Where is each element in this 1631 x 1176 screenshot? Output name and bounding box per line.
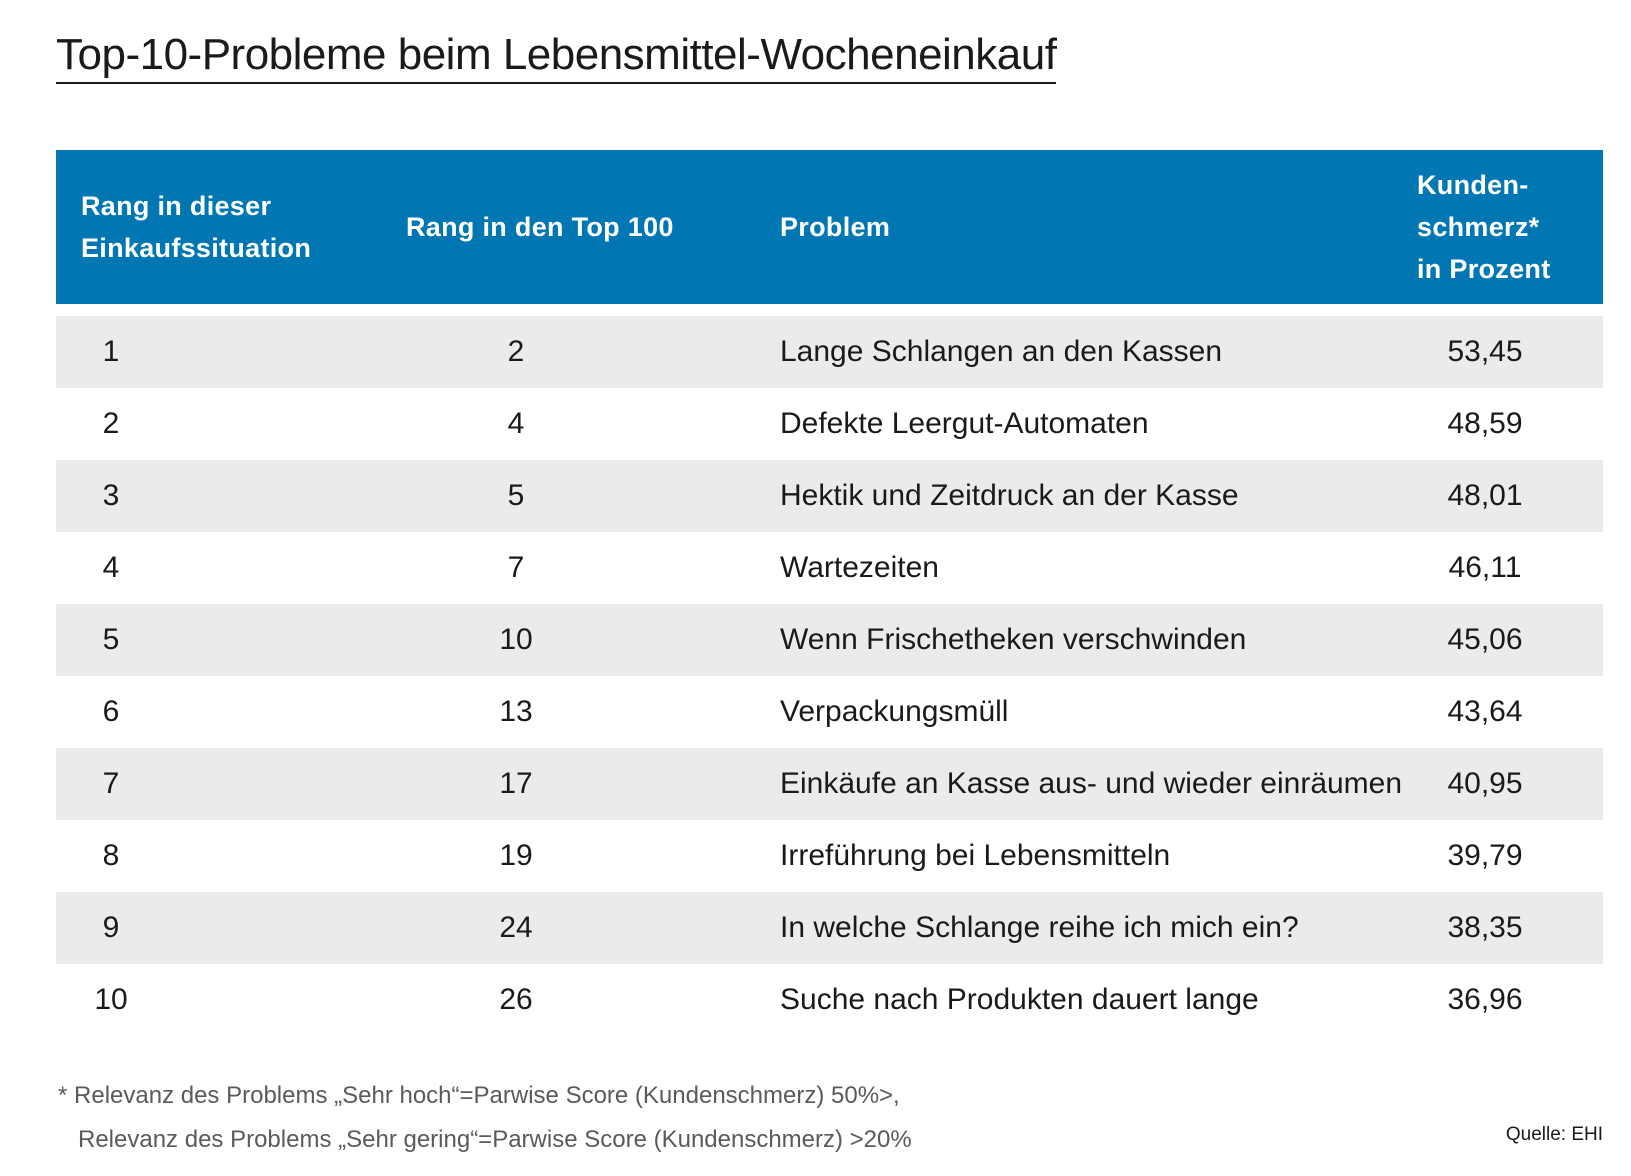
cell-rank-top100: 19: [499, 839, 533, 872]
cell-problem: Defekte Leergut-Automaten: [780, 407, 1149, 440]
table-row: 3 5 Hektik und Zeitdruck an der Kasse 48…: [56, 460, 1603, 532]
footnote: * Relevanz des Problems „Sehr hoch“=Parw…: [58, 1074, 912, 1162]
cell-problem: Irreführung bei Lebensmitteln: [780, 839, 1171, 872]
cell-customer-pain: 48,59: [1447, 407, 1523, 440]
cell-customer-pain: 48,01: [1447, 479, 1523, 512]
column-header-rank-top100: Rang in den Top 100: [406, 212, 674, 242]
cell-rank-situation: 7: [102, 767, 120, 800]
cell-rank-top100: 10: [499, 623, 533, 656]
footnote-line-1: * Relevanz des Problems „Sehr hoch“=Parw…: [58, 1082, 900, 1109]
cell-rank-situation: 10: [94, 983, 128, 1016]
cell-rank-situation: 9: [102, 911, 120, 944]
cell-rank-top100: 4: [507, 407, 525, 440]
cell-rank-top100: 24: [499, 911, 533, 944]
cell-customer-pain: 38,35: [1447, 911, 1523, 944]
cell-customer-pain: 36,96: [1447, 983, 1523, 1016]
cell-customer-pain: 53,45: [1447, 335, 1523, 368]
cell-problem: Lange Schlangen an den Kassen: [780, 335, 1223, 368]
cell-rank-situation: 4: [102, 551, 120, 584]
table-row: 1 2 Lange Schlangen an den Kassen 53,45: [56, 316, 1603, 388]
cell-customer-pain: 40,95: [1447, 767, 1523, 800]
cell-problem: In welche Schlange reihe ich mich ein?: [780, 911, 1299, 944]
cell-rank-situation: 3: [102, 479, 120, 512]
footnote-line-2: Relevanz des Problems „Sehr gering“=Parw…: [78, 1126, 912, 1153]
column-header-problem: Problem: [780, 212, 891, 242]
cell-customer-pain: 43,64: [1447, 695, 1523, 728]
column-header-customer-pain: Kunden- schmerz* in Prozent: [1417, 170, 1551, 284]
page-title: Top-10-Probleme beim Lebensmittel-Wochen…: [56, 28, 1057, 84]
cell-rank-situation: 8: [102, 839, 120, 872]
cell-rank-top100: 5: [507, 479, 525, 512]
table-row: 4 7 Wartezeiten 46,11: [56, 532, 1603, 604]
cell-rank-top100: 13: [499, 695, 533, 728]
table-row: 10 26 Suche nach Produkten dauert lange …: [56, 964, 1603, 1036]
cell-problem: Suche nach Produkten dauert lange: [780, 983, 1259, 1016]
source-credit: Quelle: EHI: [1505, 1124, 1603, 1145]
cell-rank-situation: 1: [102, 335, 120, 368]
cell-customer-pain: 45,06: [1447, 623, 1523, 656]
cell-problem: Wartezeiten: [780, 551, 939, 584]
table-row: 6 13 Verpackungsmüll 43,64: [56, 676, 1603, 748]
cell-rank-top100: 17: [499, 767, 533, 800]
cell-problem: Hektik und Zeitdruck an der Kasse: [780, 479, 1239, 512]
table-row: 5 10 Wenn Frischetheken verschwinden 45,…: [56, 604, 1603, 676]
table-row: 9 24 In welche Schlange reihe ich mich e…: [56, 892, 1603, 964]
cell-rank-situation: 5: [102, 623, 120, 656]
cell-customer-pain: 46,11: [1448, 551, 1522, 584]
cell-rank-top100: 2: [507, 335, 525, 368]
cell-problem: Wenn Frischetheken verschwinden: [780, 623, 1247, 656]
column-header-rank-situation: Rang in dieser Einkaufssituation: [81, 191, 312, 263]
cell-rank-top100: 26: [499, 983, 533, 1016]
ranking-table: Rang in dieser Einkaufssituation Rang in…: [56, 150, 1603, 1036]
table-body: 1 2 Lange Schlangen an den Kassen 53,45 …: [56, 316, 1603, 1036]
cell-problem: Einkäufe an Kasse aus- und wieder einräu…: [780, 767, 1403, 800]
table-header: Rang in dieser Einkaufssituation Rang in…: [56, 150, 1603, 304]
cell-rank-situation: 6: [102, 695, 120, 728]
cell-rank-top100: 7: [507, 551, 525, 584]
cell-problem: Verpackungsmüll: [780, 695, 1009, 728]
cell-rank-situation: 2: [102, 407, 120, 440]
table-row: 2 4 Defekte Leergut-Automaten 48,59: [56, 388, 1603, 460]
table-row: 8 19 Irreführung bei Lebensmitteln 39,79: [56, 820, 1603, 892]
table-row: 7 17 Einkäufe an Kasse aus- und wieder e…: [56, 748, 1603, 820]
cell-customer-pain: 39,79: [1447, 839, 1523, 872]
